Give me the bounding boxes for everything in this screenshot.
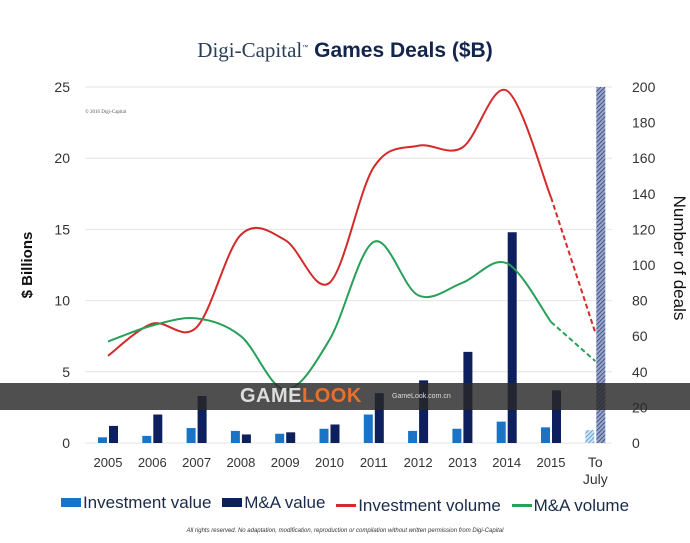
- legend-ma-volume: M&A volume: [511, 496, 629, 516]
- bar-investment-value: [142, 435, 152, 443]
- x-tick-label: 2011: [360, 455, 388, 470]
- bar-ma-value: [596, 87, 606, 443]
- bar-ma-value: [153, 414, 163, 443]
- bar-ma-value: [286, 432, 296, 443]
- x-tick-label: 2006: [138, 455, 167, 470]
- y-tick-label: 5: [62, 364, 70, 380]
- legend-ma-value: M&A value: [222, 493, 325, 513]
- y2-tick-label: 160: [632, 150, 656, 166]
- bar-ma-value: [330, 424, 340, 443]
- x-tick-label: To: [588, 454, 603, 470]
- bar-ma-value: [241, 434, 251, 443]
- x-tick-label: 2014: [492, 455, 521, 470]
- line-ma-volume-projection: [550, 321, 596, 362]
- bar-investment-value: [541, 427, 550, 443]
- line-investment-volume-projection: [550, 197, 597, 333]
- watermark-logo: GAMELOOK: [240, 385, 362, 408]
- y2-axis-label: Number of deals: [670, 196, 689, 321]
- title-main: Games Deals ($B): [314, 39, 493, 62]
- y2-tick-label: 80: [632, 293, 648, 309]
- trademark: ™: [302, 45, 309, 51]
- line-ma-volume: [107, 240, 552, 391]
- y2-tick-label: 40: [632, 364, 648, 380]
- bar-ma-value: [552, 390, 561, 443]
- footer-rights: All rights reserved. No adaptation, modi…: [186, 528, 504, 534]
- x-tick-label: 2012: [404, 455, 433, 470]
- bar-investment-value: [275, 433, 285, 443]
- bar-ma-value: [109, 425, 118, 443]
- watermark-band: GAMELOOK GameLook.com.cn: [0, 383, 690, 410]
- y-tick-label: 25: [54, 79, 70, 95]
- y2-tick-label: 180: [632, 115, 656, 131]
- x-tick-label: 2005: [94, 455, 123, 470]
- y-tick-label: 0: [62, 435, 70, 451]
- y2-tick-label: 200: [632, 79, 656, 95]
- bar-investment-value: [230, 430, 240, 443]
- bar-ma-value: [197, 396, 207, 443]
- y-axis-label: $ Billions: [19, 232, 36, 299]
- x-tick-label: 2007: [182, 455, 211, 470]
- bar-ma-value: [419, 380, 429, 443]
- x-tick-label: 2015: [537, 455, 566, 470]
- y-tick-label: 15: [54, 221, 70, 237]
- watermark-logo-a: GAME: [240, 385, 302, 407]
- watermark-url: GameLook.com.cn: [392, 393, 451, 400]
- bar-investment-value: [496, 421, 506, 443]
- legend: Investment value M&A value Investment vo…: [0, 492, 690, 516]
- bar-investment-value: [319, 428, 329, 443]
- title-brand: Digi-Capital: [197, 38, 303, 62]
- y2-tick-label: 100: [632, 257, 656, 273]
- legend-investment-value: Investment value: [60, 493, 211, 513]
- y-tick-label: 10: [54, 293, 70, 309]
- bar-investment-value: [408, 430, 418, 443]
- x-tick-label: July: [583, 471, 608, 487]
- x-tick-label: 2010: [315, 455, 344, 470]
- x-tick-label: 2013: [448, 455, 477, 470]
- chart-title: Digi-Capital™ Games Deals ($B): [0, 38, 690, 63]
- y2-tick-label: 120: [632, 221, 656, 237]
- bar-investment-value: [186, 428, 196, 443]
- y2-tick-label: 0: [632, 435, 640, 451]
- bar-investment-value: [585, 430, 595, 443]
- x-tick-label: 2008: [226, 455, 255, 470]
- bar-investment-value: [98, 437, 107, 443]
- bar-ma-value: [507, 232, 517, 443]
- bar-ma-value: [374, 393, 384, 443]
- watermark-logo-b: LOOK: [302, 385, 362, 407]
- y-tick-label: 20: [54, 150, 70, 166]
- line-investment-volume: [107, 88, 552, 357]
- copyright: © 2016 Digi-Capital: [85, 110, 127, 115]
- bar-investment-value: [363, 414, 373, 443]
- x-tick-label: 2009: [271, 455, 300, 470]
- y2-tick-label: 60: [632, 328, 648, 344]
- bar-investment-value: [452, 428, 462, 443]
- y2-tick-label: 140: [632, 186, 656, 202]
- legend-investment-volume: Investment volume: [336, 496, 501, 516]
